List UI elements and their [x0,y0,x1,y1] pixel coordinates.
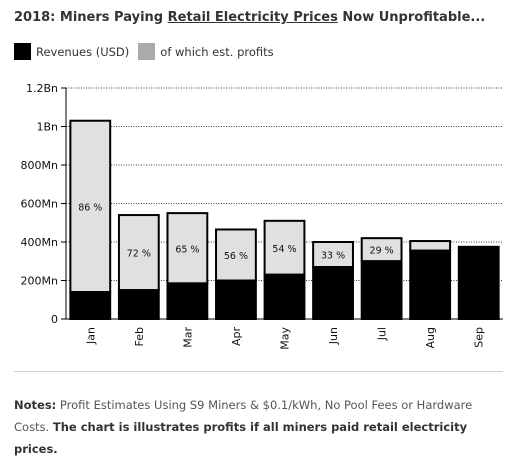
bar-revenue [312,266,354,320]
y-tick-label: 1Bn [36,121,58,134]
x-tick-label: Aug [424,327,437,348]
x-tick-label: May [279,327,292,350]
legend-item-profits[interactable]: of which est. profits [138,43,274,60]
legend-label-profits: of which est. profits [160,44,274,59]
x-tick-label: Feb [133,327,146,346]
notes-label: Notes: [14,398,57,412]
bar-revenue [166,282,209,321]
bar-revenue [215,279,257,320]
y-tick-label: 0 [51,313,58,326]
bar-chart: 0 200Mn 400Mn 600Mn 800Mn 1Bn 1.2Bn 86 % Jan 72 %… [21,82,503,350]
notes-text: Profit Estimates Using S9 Miners & $0.1/… [14,398,473,434]
bar-revenue [360,260,403,320]
y-tick-label: 800Mn [21,159,58,172]
bar-profit [263,219,306,276]
bar-profit [409,240,452,252]
bar-revenue [69,291,112,320]
title-suffix: Now Unprofitable... [337,10,486,25]
chart-notes: Notes: Profit Estimates Using S9 Miners … [14,394,484,460]
legend-swatch-revenues [14,43,31,60]
x-tick-label: Jun [327,327,340,345]
y-tick-label: 400Mn [21,236,58,249]
x-tick-label: Jan [84,327,97,345]
bar-revenue [263,273,306,321]
notes-bold-text: The chart is illustrates profits if all … [14,420,468,456]
legend-label-revenues: Revenues (USD) [36,44,130,59]
bar-data-label: 54 % [272,244,296,255]
bar-revenue [457,245,500,320]
x-tick-label: Jul [376,327,389,341]
y-tick-label: 1.2Bn [26,82,58,95]
bar-data-label: 56 % [224,251,248,262]
bar-revenue [117,289,160,320]
x-tick-label: Sep [473,327,486,348]
y-tick-label: 600Mn [21,198,58,211]
bar-data-label: 29 % [370,246,394,257]
legend-swatch-profits [138,43,156,60]
bar-data-label: 72 % [127,249,151,260]
bar-data-label: 65 % [175,244,199,255]
title-underlined-link[interactable]: Retail Electricity Prices [167,10,338,25]
x-tick-label: Mar [181,327,194,348]
bar-data-label: 33 % [321,251,345,262]
divider [14,371,503,372]
bar-revenue [409,249,452,321]
bar-profit [215,228,257,282]
legend-item-revenues[interactable]: Revenues (USD) [14,43,129,60]
title-prefix: 2018: Miners Paying [14,10,168,25]
y-tick-label: 200Mn [21,275,58,288]
bar-profit [166,212,209,285]
bar-data-label: 86 % [78,202,102,213]
chart-title: 2018: Miners Paying Retail Electricity P… [14,10,485,25]
chart-legend: Revenues (USD) of which est. profits [14,43,283,60]
x-tick-label: Apr [230,327,243,347]
bar-profit [117,214,160,292]
